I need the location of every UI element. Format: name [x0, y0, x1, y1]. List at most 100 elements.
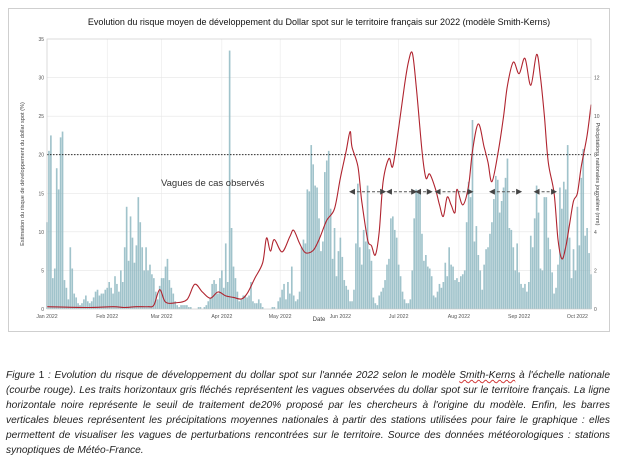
precip-bar — [467, 181, 470, 309]
precip-bar — [308, 191, 311, 309]
precip-bar — [349, 301, 351, 309]
precip-bar — [85, 295, 87, 309]
precip-bar — [498, 212, 501, 309]
precip-bar — [526, 291, 528, 309]
precip-bar — [440, 287, 443, 309]
y-right-tick-label: 4 — [594, 230, 597, 236]
precip-bar — [199, 307, 202, 309]
precip-bar — [337, 251, 340, 309]
precip-bar — [112, 293, 114, 309]
precip-bar — [290, 266, 293, 309]
plot-frame — [46, 38, 592, 310]
precip-bar — [411, 270, 414, 309]
precip-bar — [127, 260, 130, 309]
precip-bar — [514, 270, 517, 309]
precip-bar — [176, 305, 178, 309]
precip-bar — [355, 243, 357, 309]
precip-bar — [502, 187, 505, 309]
x-tick-label: Apr 2022 — [211, 314, 232, 320]
precip-bar — [458, 282, 460, 309]
x-tick-label: Jun 2022 — [330, 314, 351, 320]
precip-bar — [485, 249, 487, 309]
precip-bar — [419, 193, 421, 309]
precip-bar — [215, 283, 217, 309]
precip-bar — [283, 283, 285, 309]
precip-bar — [178, 307, 180, 309]
precip-bar — [322, 241, 324, 309]
precip-bar — [316, 187, 318, 309]
precip-bar — [555, 287, 557, 309]
precip-bar — [123, 247, 126, 309]
precip-bar — [294, 301, 297, 309]
precip-bar — [357, 183, 359, 309]
precip-bar — [205, 305, 208, 309]
precip-bar — [562, 181, 565, 309]
precip-bar — [77, 303, 79, 309]
precip-bar — [197, 307, 200, 309]
precip-bar — [248, 295, 250, 309]
precip-bar — [65, 287, 68, 309]
precip-bar — [506, 158, 509, 309]
precip-bar — [73, 293, 76, 309]
precip-bar — [302, 239, 305, 309]
precip-bar — [444, 262, 447, 309]
figure-caption: Figure 1 : Evolution du risque de dévelo… — [6, 368, 610, 458]
y-right-tick-label: 8 — [594, 153, 597, 159]
precip-bar — [368, 249, 371, 309]
precip-bar — [226, 282, 229, 309]
precip-bar — [162, 278, 165, 309]
precip-bar — [559, 187, 561, 309]
y-left-tick-label: 25 — [38, 114, 44, 120]
precip-bar — [423, 260, 425, 309]
precip-bar — [224, 243, 227, 309]
precip-bar — [543, 197, 546, 309]
figure-frame: Evolution du risque moyen de développeme… — [8, 8, 610, 332]
precip-bar — [156, 299, 159, 309]
precip-bar — [335, 276, 338, 309]
precip-bar — [59, 137, 62, 309]
precip-bar — [256, 303, 258, 309]
precip-bar — [116, 283, 118, 309]
precip-bar — [553, 293, 555, 309]
precip-bar — [182, 305, 184, 309]
precip-bar — [131, 237, 134, 309]
x-tick-label: Mar 2022 — [151, 314, 173, 320]
precip-bar — [228, 50, 231, 309]
precip-bar — [71, 268, 74, 309]
precip-bar — [364, 241, 367, 309]
precip-bar — [254, 303, 256, 309]
precip-bar — [421, 233, 423, 309]
precip-bar — [304, 243, 307, 309]
precip-bar — [541, 270, 544, 309]
x-tick-label: Feb 2022 — [96, 314, 118, 320]
precip-bar — [401, 291, 404, 309]
precip-bar — [397, 264, 400, 309]
caption-spellcheck-word: Smith-Kerns — [459, 370, 516, 381]
precip-bar — [139, 222, 142, 309]
precip-bar — [63, 280, 66, 309]
precip-bar — [50, 135, 52, 309]
precip-bar — [448, 247, 450, 309]
precip-bar — [279, 297, 281, 309]
precip-bar — [143, 270, 145, 309]
precip-bar — [234, 278, 237, 309]
precip-bar — [287, 282, 289, 309]
precip-bar — [88, 303, 91, 309]
precip-bar — [170, 287, 173, 309]
precip-bar — [456, 278, 458, 309]
precip-bar — [325, 160, 328, 309]
precip-bar — [452, 266, 454, 309]
y-right-tick-label: 10 — [594, 114, 600, 120]
precip-bar — [125, 206, 128, 309]
precip-bar — [312, 164, 314, 309]
precip-bar — [217, 293, 219, 309]
precip-bar — [500, 201, 503, 309]
y-left-tick-label: 15 — [38, 191, 44, 197]
precip-bar — [98, 295, 101, 309]
precip-bar — [518, 272, 520, 309]
precip-bar — [211, 283, 213, 309]
precip-bar — [362, 229, 365, 309]
precip-bar — [487, 247, 489, 309]
precip-bar — [372, 297, 375, 309]
risk-precipitation-chart: Evolution du risque moyen de développeme… — [20, 17, 600, 323]
